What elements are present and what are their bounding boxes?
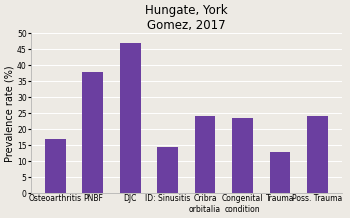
Bar [270,152,290,193]
Title: Hungate, York
Gomez, 2017: Hungate, York Gomez, 2017 [145,4,228,32]
Bar [83,72,103,193]
Bar [120,43,141,193]
Bar [232,118,253,193]
Bar [45,139,65,193]
Bar [158,147,178,193]
Bar [195,116,216,193]
Bar [307,116,328,193]
Y-axis label: Prevalence rate (%): Prevalence rate (%) [4,65,14,162]
